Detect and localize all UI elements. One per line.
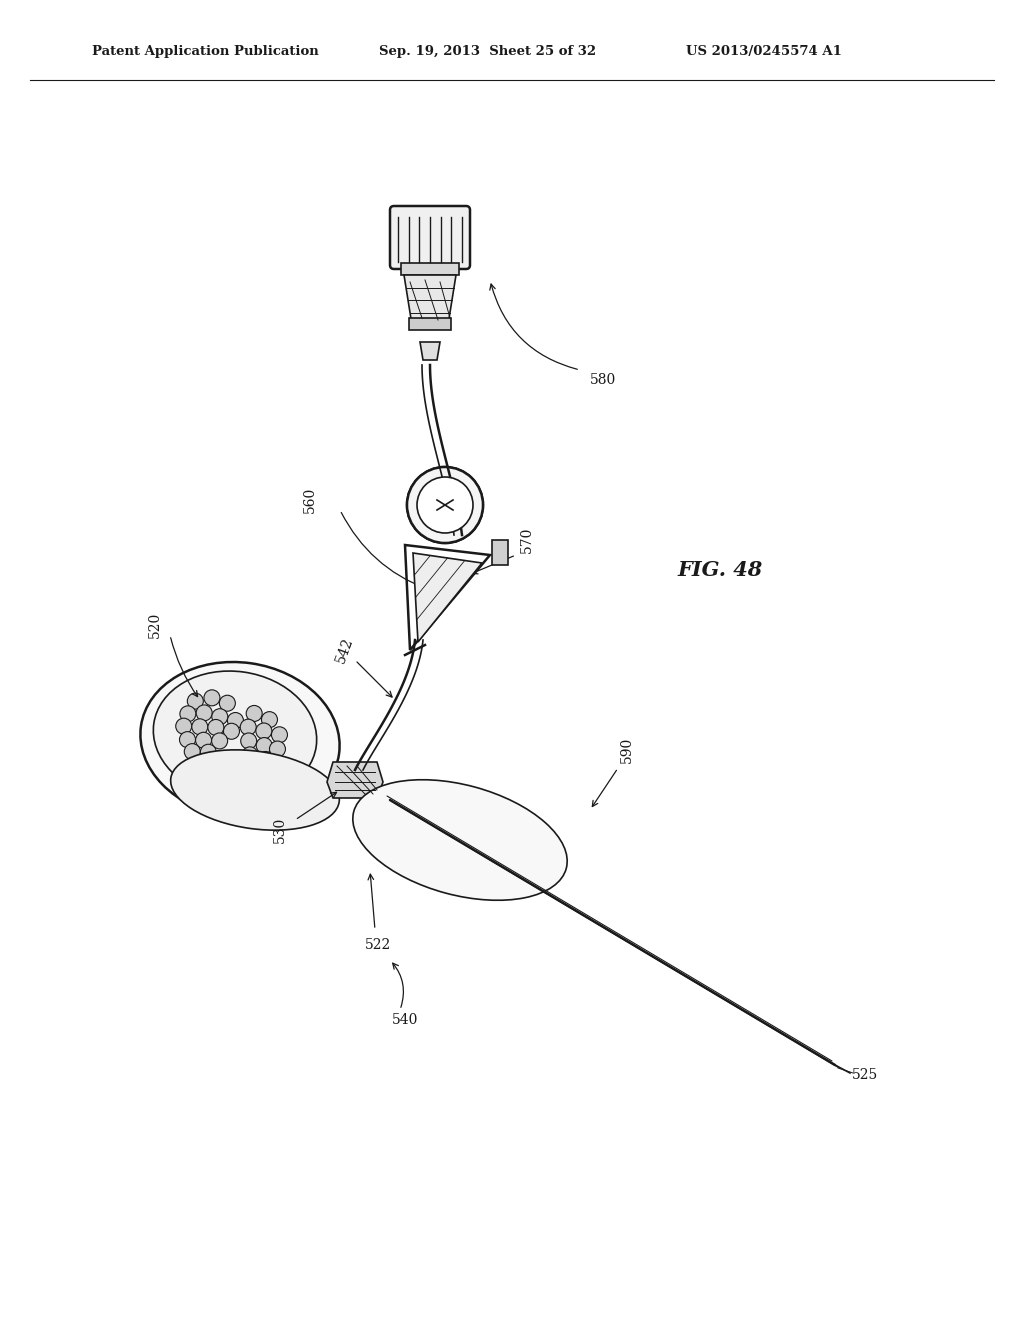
Polygon shape xyxy=(327,762,383,799)
Text: Sep. 19, 2013  Sheet 25 of 32: Sep. 19, 2013 Sheet 25 of 32 xyxy=(379,45,596,58)
Circle shape xyxy=(196,733,212,748)
Text: 520: 520 xyxy=(148,612,162,638)
Polygon shape xyxy=(420,342,440,360)
Text: 525: 525 xyxy=(852,1068,879,1082)
FancyBboxPatch shape xyxy=(390,206,470,269)
Circle shape xyxy=(256,738,272,754)
Circle shape xyxy=(269,741,286,758)
Circle shape xyxy=(180,706,196,722)
Circle shape xyxy=(179,731,196,747)
Circle shape xyxy=(241,733,257,748)
Circle shape xyxy=(257,751,273,767)
Circle shape xyxy=(271,727,288,743)
Circle shape xyxy=(242,747,258,763)
Circle shape xyxy=(204,690,220,706)
Bar xyxy=(409,318,451,330)
Circle shape xyxy=(184,743,201,759)
Circle shape xyxy=(212,733,227,748)
Bar xyxy=(401,263,459,275)
Ellipse shape xyxy=(353,780,567,900)
Text: 590: 590 xyxy=(620,737,634,763)
Circle shape xyxy=(201,744,216,760)
Circle shape xyxy=(246,705,262,722)
Text: FIG. 48: FIG. 48 xyxy=(677,560,763,579)
Circle shape xyxy=(256,723,271,739)
Circle shape xyxy=(261,711,278,727)
Polygon shape xyxy=(404,275,456,325)
Circle shape xyxy=(241,719,256,735)
Ellipse shape xyxy=(171,750,339,830)
Circle shape xyxy=(245,760,261,776)
Text: US 2013/0245574 A1: US 2013/0245574 A1 xyxy=(686,45,842,58)
Circle shape xyxy=(208,719,224,735)
Circle shape xyxy=(417,477,473,533)
Circle shape xyxy=(197,705,212,721)
Circle shape xyxy=(187,693,204,709)
Text: 540: 540 xyxy=(392,1012,418,1027)
Circle shape xyxy=(223,723,240,739)
Text: 530: 530 xyxy=(273,817,287,843)
Circle shape xyxy=(219,696,236,711)
Circle shape xyxy=(407,467,483,543)
Polygon shape xyxy=(413,553,482,642)
Text: 542: 542 xyxy=(334,635,356,665)
Circle shape xyxy=(191,719,208,735)
Polygon shape xyxy=(492,540,508,565)
Ellipse shape xyxy=(154,671,316,799)
Circle shape xyxy=(212,709,227,725)
Circle shape xyxy=(227,713,244,729)
Text: 580: 580 xyxy=(590,374,616,387)
Text: 522: 522 xyxy=(365,939,391,952)
Text: Patent Application Publication: Patent Application Publication xyxy=(92,45,318,58)
Ellipse shape xyxy=(140,663,340,818)
Circle shape xyxy=(176,718,191,734)
Text: 570: 570 xyxy=(520,527,534,553)
Text: 560: 560 xyxy=(303,487,317,513)
